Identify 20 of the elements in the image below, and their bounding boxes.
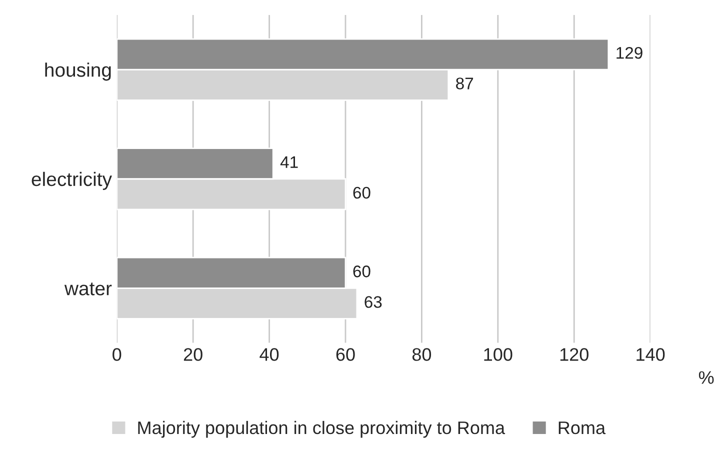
x-tick-label: 40 [260, 348, 279, 361]
x-tick-label: 140 [636, 348, 665, 361]
x-axis-title: % [698, 371, 714, 384]
data-label: 60 [353, 266, 370, 278]
data-label: 129 [616, 46, 642, 59]
y-tick-label: electricity [32, 172, 112, 190]
x-tick-label: 0 [112, 348, 122, 361]
x-tick-label: 120 [560, 348, 588, 361]
x-tick-label: 60 [336, 348, 355, 361]
legend-label: Roma [558, 422, 606, 434]
x-tick-label: 80 [412, 348, 432, 361]
data-label: 63 [364, 296, 382, 308]
data-label: 87 [456, 78, 474, 90]
x-tick-label: 20 [184, 348, 202, 361]
legend-label: Majority population in close proximity to Roma [138, 420, 506, 438]
y-tick-label: water [64, 282, 112, 296]
data-label: 41 [280, 156, 298, 168]
data-label: 60 [353, 186, 370, 199]
x-tick-label: 100 [484, 348, 512, 361]
y-tick-label: housing [45, 62, 111, 81]
